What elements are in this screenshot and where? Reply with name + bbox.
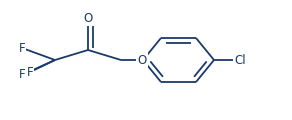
Text: O: O	[137, 54, 147, 66]
Text: Cl: Cl	[234, 54, 246, 66]
Text: O: O	[84, 12, 93, 24]
Text: F: F	[27, 66, 33, 78]
Text: F: F	[19, 42, 25, 54]
Text: F: F	[19, 69, 25, 81]
